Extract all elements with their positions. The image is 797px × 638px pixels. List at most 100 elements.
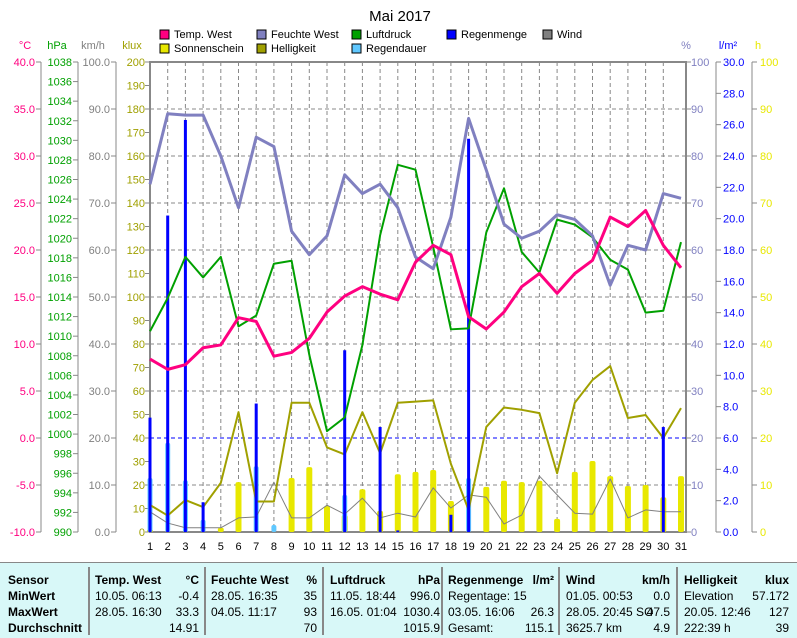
rain-tick-label: 26.0	[723, 120, 744, 132]
legend-label: Temp. West	[174, 29, 232, 41]
elevation-value: 57.172	[752, 589, 789, 603]
weather-chart: Mai 2017 Temp. West Feuchte West Luftdruck R…	[10, 8, 778, 553]
x-tick-label: 7	[253, 541, 259, 553]
header-rain: Regenmenge	[448, 573, 524, 587]
klux-tick-label: 200	[127, 57, 145, 69]
rain-max-time: 03.05. 16:06	[448, 605, 515, 619]
klux-tick-label: 150	[127, 175, 145, 187]
light-max: 127	[768, 605, 789, 619]
legend-swatch	[159, 43, 170, 54]
sonnenschein-bar	[554, 518, 561, 532]
hours-axis-unit: h	[755, 40, 761, 52]
temp-tick-label: 20.0	[14, 245, 35, 257]
x-tick-label: 27	[604, 541, 616, 553]
rain-tick-label: 22.0	[723, 182, 744, 194]
wind-tick-label: 20.0	[89, 433, 110, 445]
pressure-tick-label: 1030	[48, 135, 72, 147]
x-tick-label: 8	[271, 541, 277, 553]
wind-tick-label: 40.0	[89, 339, 110, 351]
legend-label: Luftdruck	[366, 29, 412, 41]
legend-label: Sonnenschein	[174, 43, 244, 55]
klux-tick-label: 190	[127, 81, 145, 93]
row-min: MinWert	[8, 589, 56, 603]
x-tick-label: 14	[374, 541, 386, 553]
temp-tick-label: 0.0	[20, 433, 35, 445]
x-tick-label: 15	[392, 541, 404, 553]
press-min: 996.0	[409, 589, 440, 603]
x-tick-label: 30	[657, 541, 669, 553]
pressure-tick-label: 1004	[48, 390, 72, 402]
humidity-tick-label: 100	[691, 57, 709, 69]
regenmenge-bar	[378, 427, 382, 532]
regenmenge-bar	[467, 138, 471, 532]
klux-tick-label: 170	[127, 128, 145, 140]
row-max: MaxWert	[8, 605, 58, 619]
wind-min: 0.0	[653, 589, 670, 603]
legend-swatch	[542, 29, 553, 40]
regenmenge-bar	[183, 119, 187, 532]
legend-label: Feuchte West	[271, 29, 339, 41]
rain-max: 26.3	[530, 605, 554, 619]
pressure-tick-label: 1008	[48, 351, 72, 363]
rain-days: Regentage: 15	[448, 589, 527, 603]
rain-tick-label: 2.0	[723, 496, 738, 508]
klux-tick-label: 50	[133, 410, 145, 422]
x-tick-label: 22	[516, 541, 528, 553]
press-avg: 1015.9	[403, 621, 440, 635]
wind-max-time: 28.05. 20:45 SO	[566, 605, 654, 619]
elevation-label: Elevation	[684, 589, 734, 603]
x-tick-label: 31	[675, 541, 687, 553]
legend-swatch	[256, 29, 267, 40]
klux-tick-label: 70	[133, 363, 145, 375]
hours-tick-label: 90	[760, 104, 772, 116]
x-tick-label: 6	[235, 541, 241, 553]
klux-tick-label: 130	[127, 222, 145, 234]
klux-tick-label: 30	[133, 457, 145, 469]
rain-tick-label: 28.0	[723, 88, 744, 100]
legend-swatch	[351, 29, 362, 40]
wind-axis-unit: km/h	[81, 40, 105, 52]
temp-axis-unit: °C	[19, 40, 31, 52]
legend-label: Wind	[557, 29, 582, 41]
sonnenschein-bar	[483, 486, 490, 532]
unit-rain: l/m²	[532, 573, 554, 587]
temp-tick-label: 40.0	[14, 57, 35, 69]
pressure-tick-label: 1028	[48, 155, 72, 167]
x-tick-label: 9	[289, 541, 295, 553]
pressure-tick-label: 1036	[48, 77, 72, 89]
sonnenschein-bar	[359, 489, 366, 532]
hours-tick-label: 40	[760, 339, 772, 351]
unit-temp: °C	[185, 573, 199, 587]
hours-tick-label: 100	[760, 57, 778, 69]
hours-tick-label: 20	[760, 433, 772, 445]
wind-avg: 4.9	[653, 621, 670, 635]
x-tick-label: 5	[218, 541, 224, 553]
temp-tick-label: -5.0	[16, 480, 35, 492]
wind-tick-label: 50.0	[89, 292, 110, 304]
klux-tick-label: 90	[133, 316, 145, 328]
temp-max: 33.3	[175, 605, 199, 619]
wind-min-time: 01.05. 00:53	[566, 589, 633, 603]
hum-min: 35	[303, 589, 317, 603]
pressure-tick-label: 1002	[48, 410, 72, 422]
pressure-tick-label: 1026	[48, 175, 72, 187]
pressure-axis-unit: hPa	[47, 40, 67, 52]
rain-tick-label: 30.0	[723, 57, 744, 69]
x-tick-label: 20	[480, 541, 492, 553]
sonnenschein-bar	[324, 506, 330, 532]
sonnenschein-bar	[306, 467, 313, 532]
klux-axis-unit: klux	[122, 40, 142, 52]
rain-tick-label: 16.0	[723, 276, 744, 288]
legend-label: Helligkeit	[271, 43, 316, 55]
rain-tick-label: 12.0	[723, 339, 744, 351]
press-max-time: 16.05. 01:04	[330, 605, 397, 619]
pressure-tick-label: 994	[54, 488, 72, 500]
sonnenschein-bar	[607, 476, 614, 532]
klux-tick-label: 0	[139, 527, 145, 539]
light-max-time: 20.05. 12:46	[684, 605, 751, 619]
unit-light: klux	[764, 573, 789, 587]
wind-distance: 3625.7 km	[566, 621, 623, 635]
humidity-tick-label: 10	[691, 480, 703, 492]
x-tick-label: 28	[622, 541, 634, 553]
rain-tick-label: 4.0	[723, 464, 738, 476]
